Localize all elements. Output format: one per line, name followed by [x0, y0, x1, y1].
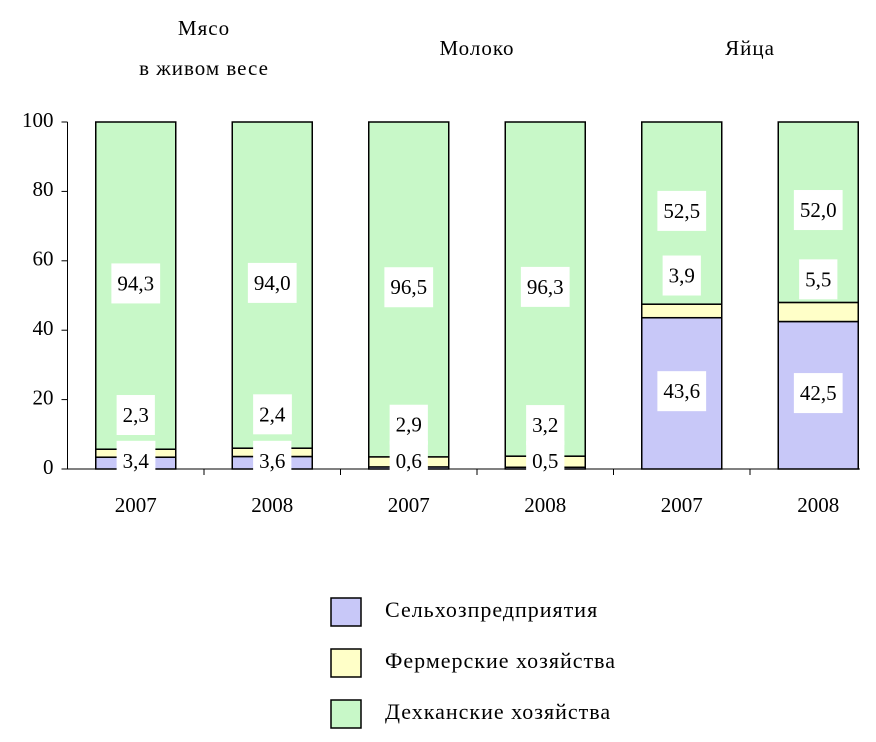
value-label-box [793, 190, 843, 231]
y-tick-label: 80 [33, 177, 54, 201]
value-label: 3,2 [532, 413, 558, 437]
group-label: Яйца [725, 36, 775, 60]
legend-label: Дехканские хозяйства [385, 699, 611, 724]
value-label: 96,3 [527, 275, 564, 299]
value-label: 3,4 [123, 449, 150, 473]
value-label: 43,6 [663, 379, 700, 403]
value-label-box [662, 255, 701, 296]
legend-swatch [330, 648, 362, 678]
value-label-box [793, 373, 843, 414]
value-label-box [526, 440, 565, 481]
group-label: в живом весе [139, 56, 269, 80]
value-label-box [247, 262, 297, 303]
value-label: 5,5 [805, 267, 831, 291]
group-label: Мясо [178, 16, 230, 40]
value-label-box [520, 266, 570, 307]
x-tick-label: 2007 [115, 493, 157, 517]
value-label-box [116, 395, 155, 436]
value-label-box [657, 371, 707, 412]
bar-segment [777, 301, 859, 323]
value-label-box [526, 405, 565, 446]
value-label-box [253, 440, 292, 481]
legend-label: Фермерские хозяйства [385, 648, 616, 673]
value-label-box [384, 267, 434, 308]
value-label: 2,9 [396, 413, 422, 437]
value-label: 52,5 [663, 199, 700, 223]
value-label-box [657, 190, 707, 231]
value-label: 94,0 [254, 271, 291, 295]
value-label: 0,6 [396, 449, 422, 473]
y-tick-label: 40 [33, 316, 54, 340]
legend-swatch [330, 597, 362, 627]
value-label: 0,5 [532, 449, 558, 473]
value-label: 2,4 [259, 402, 286, 426]
group-label: Молоко [440, 36, 515, 60]
legend-swatch [330, 699, 362, 729]
value-label: 96,5 [390, 275, 427, 299]
value-label-box [116, 440, 156, 481]
y-tick-label: 20 [33, 385, 54, 409]
value-label-box [389, 440, 428, 481]
value-label-box [799, 259, 838, 300]
value-label: 42,5 [800, 381, 837, 405]
value-label-box [389, 404, 428, 445]
y-tick-label: 60 [33, 247, 54, 271]
value-label: 3,9 [669, 264, 695, 288]
value-label: 3,6 [259, 449, 285, 473]
x-tick-label: 2008 [797, 493, 839, 517]
value-label-box [253, 394, 292, 435]
y-tick-label: 100 [22, 108, 54, 132]
x-tick-label: 2007 [661, 493, 703, 517]
bar-segment [641, 303, 723, 319]
y-tick-label: 0 [43, 455, 54, 479]
value-label-box [111, 263, 161, 304]
value-label: 52,0 [800, 198, 837, 222]
x-tick-label: 2008 [251, 493, 293, 517]
value-label: 2,3 [123, 403, 149, 427]
legend-label: Сельхозпредприятия [385, 597, 598, 622]
x-tick-label: 2007 [388, 493, 430, 517]
x-tick-label: 2008 [524, 493, 566, 517]
value-label: 94,3 [117, 271, 154, 295]
